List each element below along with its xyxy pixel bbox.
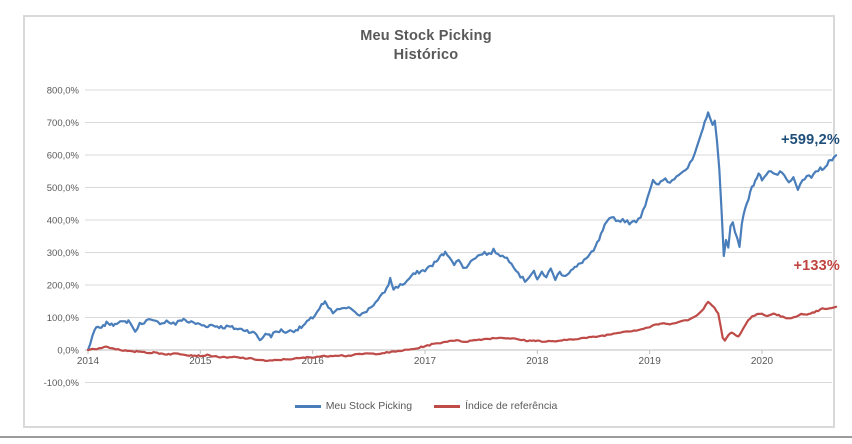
- y-axis-tick-label: 700,0%: [47, 118, 80, 129]
- y-axis-tick-label: 0,0%: [57, 346, 79, 357]
- x-axis-tick-label: 2014: [77, 356, 100, 367]
- x-axis-tick-label: 2016: [302, 356, 325, 367]
- legend: Meu Stock Picking Índice de referência: [0, 400, 852, 412]
- chart-title-line-2: Histórico: [393, 47, 459, 63]
- y-axis-tick-label: 800,0%: [47, 86, 80, 97]
- legend-label-indice-de-referencia: Índice de referência: [465, 400, 558, 412]
- y-axis-tick-label: 200,0%: [47, 281, 80, 292]
- y-axis-tick-label: 300,0%: [47, 248, 80, 259]
- y-axis-tick-label: 400,0%: [47, 216, 80, 227]
- legend-line-swatch-blue: [294, 404, 321, 408]
- legend-item-indice-de-referencia[interactable]: Índice de referência: [434, 400, 557, 412]
- x-axis-tick-label: 2018: [526, 356, 549, 367]
- x-axis-tick-label: 2017: [414, 356, 437, 367]
- legend-item-meu-stock-picking[interactable]: Meu Stock Picking: [294, 400, 413, 412]
- y-axis-tick-label: 500,0%: [47, 183, 80, 194]
- legend-line-swatch-red: [434, 404, 461, 408]
- x-axis-tick-label: 2019: [639, 356, 662, 367]
- chart-title: Meu Stock Picking Histórico: [0, 27, 852, 65]
- y-axis-tick-label: 600,0%: [47, 151, 80, 162]
- chart-title-line-1: Meu Stock Picking: [360, 28, 492, 44]
- annotation-final-return-stock-picking: +599,2%: [780, 132, 840, 148]
- x-axis-tick-label: 2020: [751, 356, 774, 367]
- annotation-final-return-index: +133%: [793, 258, 840, 274]
- window-bottom-edge: [0, 436, 852, 438]
- series-line-meu-stock-picking[interactable]: [86, 111, 838, 352]
- y-axis-tick-label: 100,0%: [47, 313, 80, 324]
- x-axis-tick-label: 2015: [189, 356, 212, 367]
- chart-area[interactable]: [23, 15, 835, 428]
- y-axis-tick-label: -100,0%: [44, 378, 80, 389]
- legend-label-meu-stock-picking: Meu Stock Picking: [325, 400, 413, 412]
- series-line--ndice-de-refer-ncia[interactable]: [86, 300, 838, 362]
